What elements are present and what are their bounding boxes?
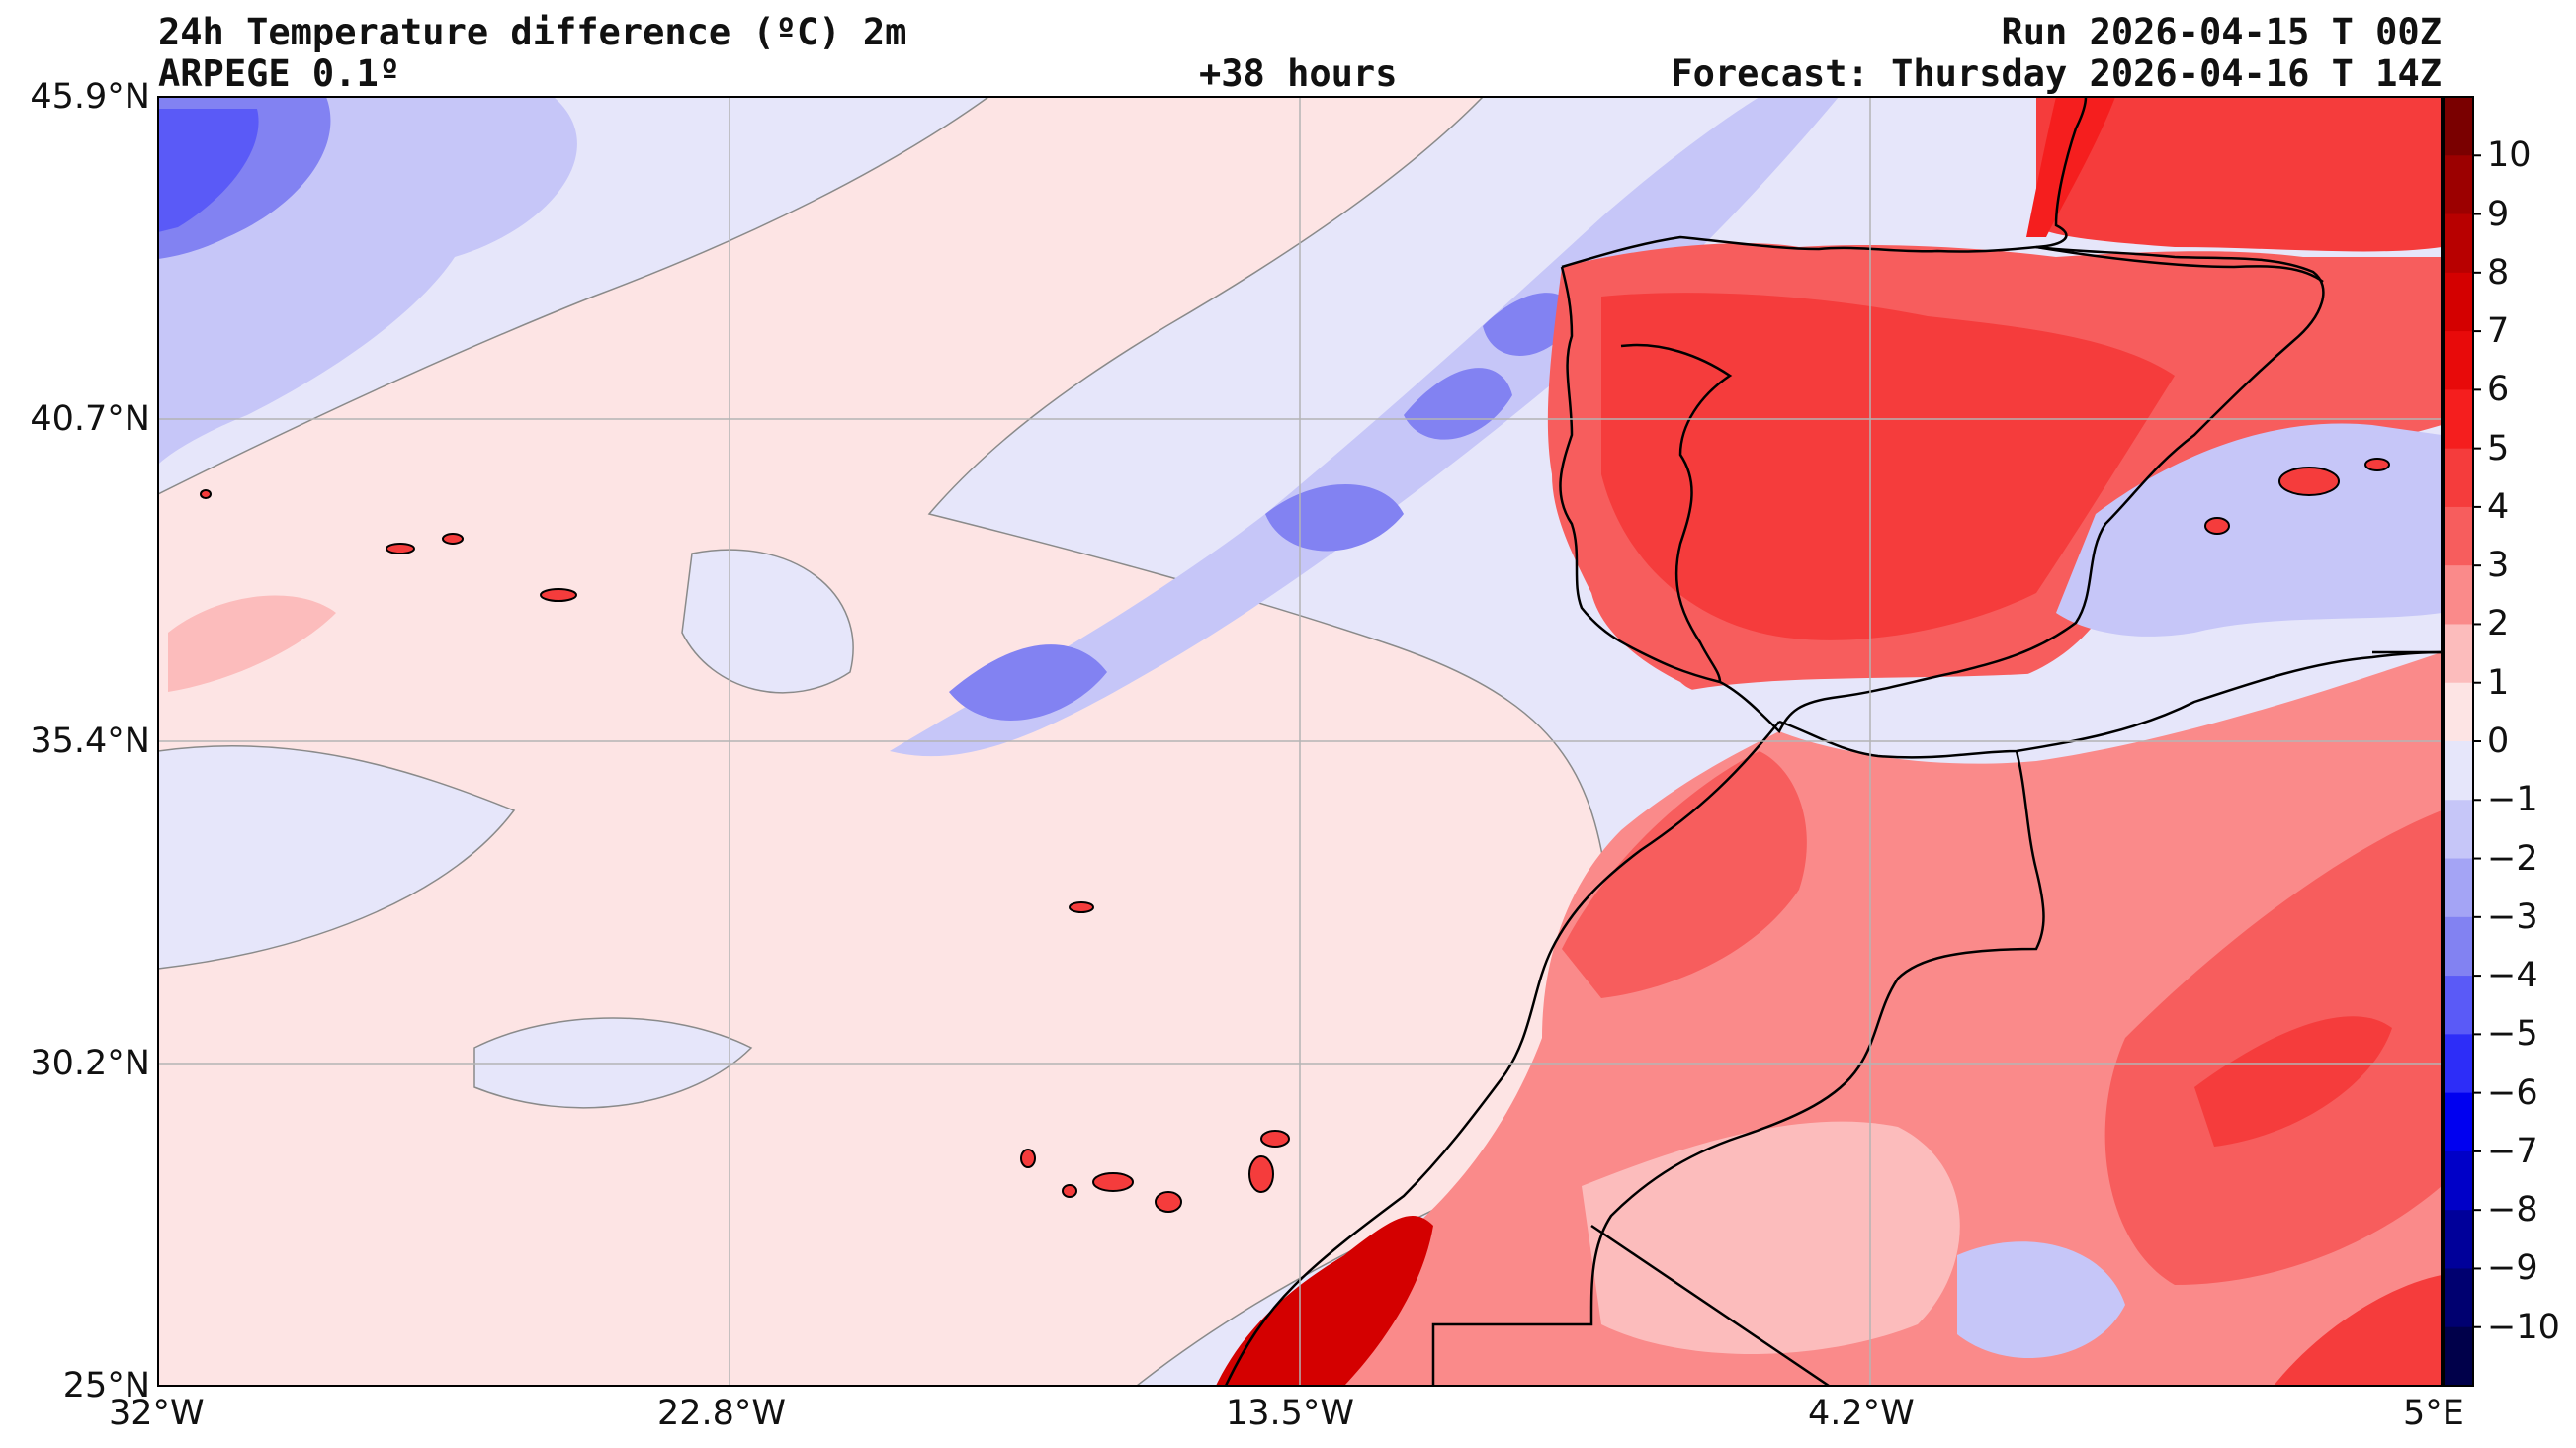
azores-island-2 (386, 543, 415, 554)
colorbar-segment (2444, 1034, 2473, 1094)
title-run: Run 2026-04-15 T 00Z (2001, 11, 2442, 53)
map-frame (157, 96, 2443, 1387)
sahara-cool-patch (1957, 1241, 2125, 1358)
colorbar-segment (2444, 1092, 2473, 1152)
atlantic-coast-hot (1216, 1216, 1433, 1386)
lon-label: 4.2°W (1808, 1394, 1915, 1433)
colorbar-label: 1 (2487, 662, 2510, 703)
colorbar-label: −4 (2487, 956, 2538, 996)
ocean-warm-patch (168, 595, 336, 692)
colorbar-label: 5 (2487, 428, 2510, 468)
colorbar-segment (2444, 565, 2473, 626)
title-model: ARPEGE 0.1º (158, 52, 401, 95)
colorbar-label: 8 (2487, 252, 2510, 293)
colorbar-label: 0 (2487, 722, 2510, 761)
colorbar-label: −9 (2487, 1248, 2538, 1289)
canary-island-3 (1155, 1191, 1182, 1213)
colorbar-segment (2444, 1210, 2473, 1270)
colorbar-segment (2444, 682, 2473, 742)
canary-island-5 (1062, 1184, 1077, 1198)
africa-east-core (2194, 1016, 2392, 1147)
colorbar-segment (2444, 272, 2473, 332)
lat-label: 30.2°N (30, 1044, 150, 1083)
colorbar-label: −6 (2487, 1072, 2538, 1113)
colorbar-segment (2444, 506, 2473, 566)
ocean-cool-patch-2 (681, 549, 854, 694)
colorbar-segment (2444, 97, 2473, 156)
western-sahara-border (1590, 1224, 1830, 1386)
colorbar-segment (2444, 389, 2473, 450)
canary-island-2 (1248, 1155, 1274, 1193)
colorbar-segment (2444, 624, 2473, 684)
colorbar-label: 2 (2487, 604, 2510, 644)
colorbar-segment (2444, 1326, 2473, 1387)
france-spain-border (2035, 245, 2324, 284)
colorbar-label: −10 (2487, 1307, 2560, 1347)
colorbar-segment (2444, 1150, 2473, 1211)
colorbar-label: −2 (2487, 838, 2538, 879)
madeira-island (1069, 901, 1094, 913)
africa-pale-inland (1582, 1121, 1960, 1354)
colorbar-label: −8 (2487, 1190, 2538, 1231)
north-red-strip (2026, 97, 2115, 237)
iberia-north-warm (2036, 97, 2442, 252)
colorbar-label: −1 (2487, 780, 2538, 820)
med-cool (2056, 423, 2442, 637)
colorbar-label: −3 (2487, 896, 2538, 937)
colorbar-label: −5 (2487, 1014, 2538, 1055)
se-warm-edge (2274, 1275, 2442, 1386)
colorbar-segment (2444, 916, 2473, 977)
colorbar-label: 3 (2487, 546, 2510, 586)
title-lead-time: +38 hours (1199, 52, 1398, 95)
lat-label: 45.9°N (30, 77, 150, 117)
lat-label: 35.4°N (30, 722, 150, 761)
colorbar-segment (2444, 800, 2473, 860)
lon-label: 22.8°W (657, 1394, 787, 1433)
balearic-island-3 (2364, 458, 2390, 471)
canary-island-4 (1092, 1172, 1134, 1192)
title-forecast-time: Forecast: Thursday 2026-04-16 T 14Z (1671, 52, 2442, 95)
colorbar-label: −7 (2487, 1131, 2538, 1171)
azores-island-4 (200, 489, 212, 499)
balearic-island-2 (2204, 517, 2230, 535)
colorbar-frame (2443, 96, 2474, 1387)
islands (200, 458, 2390, 1213)
colorbar-segment (2444, 1268, 2473, 1328)
colorbar-segment (2444, 741, 2473, 801)
africa-coast (1224, 650, 2442, 1386)
cool-streak-deep (949, 293, 1574, 721)
azores-island-1 (540, 588, 577, 602)
title-variable: 24h Temperature difference (ºC) 2m (158, 11, 907, 53)
colorbar (2444, 97, 2481, 1387)
colorbar-segment (2444, 448, 2473, 508)
colorbar-segment (2444, 213, 2473, 274)
colorbar-segment (2444, 858, 2473, 918)
azores-island-3 (442, 533, 464, 545)
colorbar-label: 4 (2487, 486, 2510, 527)
cool-band-nw-core (158, 109, 259, 232)
iberia-warm-core (1601, 293, 2175, 640)
africa-warm-core (1562, 751, 1807, 998)
iberia-coast (1559, 97, 2325, 734)
colorbar-label: 7 (2487, 311, 2510, 352)
ocean-cool-patch (158, 744, 516, 970)
lon-label: 5°E (2403, 1394, 2464, 1433)
lat-label: 25°N (62, 1366, 150, 1405)
portugal-spain-border (1620, 343, 1733, 683)
canary-island-6 (1020, 1149, 1036, 1168)
colorbar-segment (2444, 155, 2473, 215)
colorbar-segment (2444, 331, 2473, 390)
lat-label: 40.7°N (30, 399, 150, 439)
lon-label: 13.5°W (1226, 1394, 1355, 1433)
lon-label: 32°W (109, 1394, 205, 1433)
colorbar-label: 10 (2487, 135, 2532, 176)
canary-island-1 (1260, 1130, 1290, 1148)
colorbar-label: 9 (2487, 194, 2510, 234)
gridlines (158, 97, 2442, 1386)
balearic-island-1 (2278, 467, 2340, 496)
colorbar-label: 6 (2487, 370, 2510, 410)
colorbar-segment (2444, 976, 2473, 1035)
map-fields (158, 97, 2442, 1386)
